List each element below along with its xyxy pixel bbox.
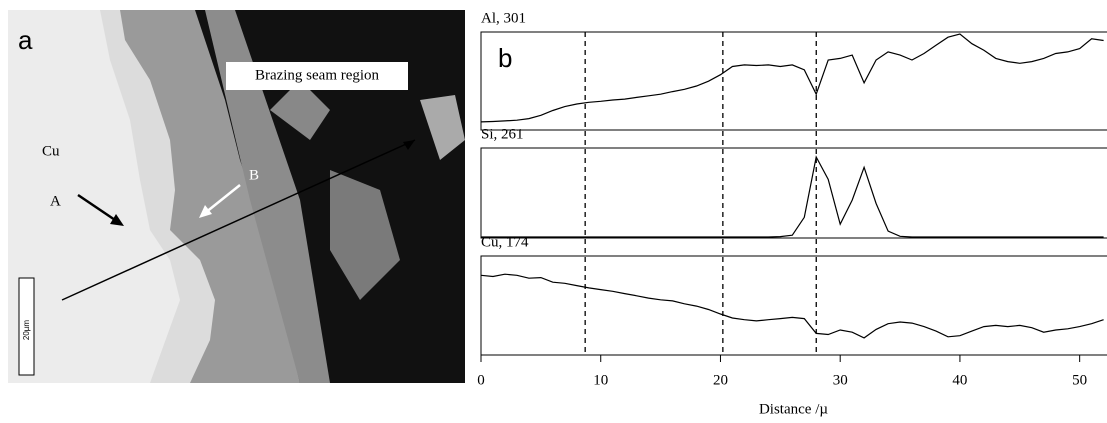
scale-bar-label: 20µm <box>22 320 31 341</box>
x-tick-label: 40 <box>952 372 967 388</box>
cu-core <box>8 10 180 383</box>
series-label: Cu, 174 <box>481 234 529 250</box>
particle <box>330 170 400 300</box>
panel-label: b <box>498 43 512 73</box>
seam-band <box>205 10 330 383</box>
region-label-box <box>226 62 408 90</box>
x-tick-label: 0 <box>477 372 485 388</box>
panel-frame <box>480 31 1107 131</box>
panel-frame <box>480 255 1107 356</box>
arrow-a <box>77 193 119 224</box>
scale-bar <box>18 277 35 376</box>
x-axis-label: Distance /µ <box>759 401 828 417</box>
arrowhead-b <box>199 205 212 218</box>
arrowhead-a <box>110 214 124 226</box>
x-tick-label: 50 <box>1072 372 1087 388</box>
region-label: Brazing seam region <box>255 67 380 83</box>
profile-line <box>480 33 1104 123</box>
profile-line <box>480 273 1104 339</box>
cu-label: Cu <box>42 143 60 159</box>
x-tick-label: 30 <box>833 372 848 388</box>
x-tick-label: 20 <box>713 372 728 388</box>
scan-line <box>61 139 416 301</box>
series-label: Al, 301 <box>481 10 526 26</box>
panel-frame <box>480 147 1107 239</box>
arrow-b <box>204 184 241 214</box>
scan-arrowhead <box>403 140 415 150</box>
sem-image: Brazing seam region a Cu A B 20µm <box>8 10 465 383</box>
particle <box>270 80 330 140</box>
profile-line <box>481 155 1104 238</box>
series-label: Si, 261 <box>481 126 524 142</box>
x-tick-label: 10 <box>593 372 608 388</box>
point-label: B <box>249 167 259 183</box>
panel-label: a <box>18 25 33 55</box>
point-label: A <box>50 193 61 209</box>
particle <box>420 95 465 160</box>
